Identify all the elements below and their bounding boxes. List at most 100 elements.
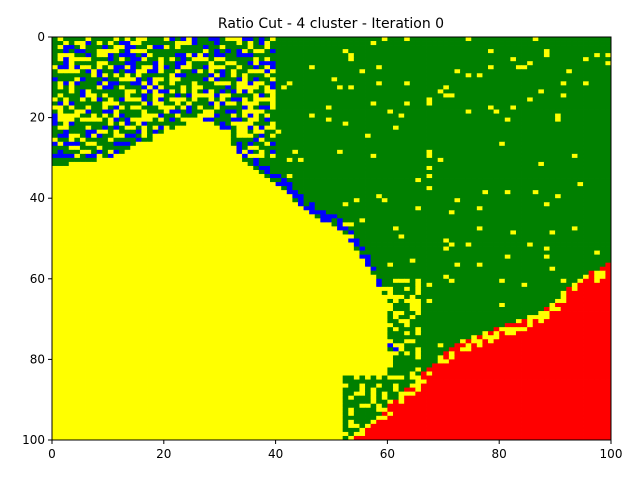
heatmap-cell [113,218,120,223]
heatmap-cell [208,101,215,106]
heatmap-cell [566,214,573,219]
heatmap-cell [247,161,254,167]
heatmap-cell [599,182,606,187]
heatmap-cell [275,125,282,131]
heatmap-cell [113,129,120,135]
heatmap-cell [253,97,260,102]
heatmap-cell [286,161,293,167]
heatmap-cell [113,97,120,102]
heatmap-cell [571,202,578,207]
heatmap-cell [504,137,511,143]
heatmap-cell [376,117,383,123]
heatmap-cell [141,182,148,187]
heatmap-cell [605,97,612,102]
heatmap-cell [320,157,327,163]
heatmap-cell [309,89,316,94]
heatmap-cell [476,129,483,135]
heatmap-cell [432,117,439,123]
heatmap-cell [555,222,562,227]
heatmap-cell [147,174,154,179]
heatmap-cell [443,89,450,94]
heatmap-cell [219,57,226,62]
heatmap-cell [599,226,606,231]
heatmap-cell [141,89,148,94]
heatmap-cell [258,190,265,195]
heatmap-cell [303,61,310,66]
heatmap-cell [281,49,288,54]
heatmap-cell [91,77,98,82]
heatmap-cell [348,149,355,155]
heatmap-cell [398,230,405,235]
heatmap-cell [147,141,154,147]
heatmap-cell [174,81,181,86]
heatmap-cell [119,117,126,123]
heatmap-cell [370,69,377,74]
heatmap-cell [409,169,416,175]
heatmap-cell [275,49,282,54]
heatmap-cell [147,89,154,94]
heatmap-cell [281,109,288,114]
heatmap-cell [197,121,204,127]
heatmap-cell [527,37,534,42]
heatmap-cell [107,89,114,94]
heatmap-cell [74,190,81,195]
heatmap-cell [471,178,478,183]
heatmap-cell [331,202,338,207]
heatmap-cell [599,218,606,223]
heatmap-cell [359,57,366,62]
heatmap-cell [404,174,411,179]
heatmap-cell [225,234,232,239]
heatmap-cell [180,141,187,147]
heatmap-cell [52,53,58,58]
heatmap-cell [214,121,221,127]
heatmap-cell [286,73,293,78]
heatmap-cell [135,149,142,155]
heatmap-cell [426,178,433,183]
heatmap-cell [488,153,495,159]
heatmap-cell [437,190,444,195]
heatmap-cell [297,169,304,175]
heatmap-cell [460,153,467,159]
heatmap-cell [560,202,567,207]
heatmap-cell [555,157,562,163]
heatmap-cell [510,97,517,102]
heatmap-cell [577,41,584,46]
heatmap-cell [337,157,344,163]
heatmap-cell [91,210,98,215]
heatmap-cell [63,165,70,171]
heatmap-cell [387,129,394,135]
heatmap-cell [247,61,254,66]
heatmap-cell [303,73,310,78]
heatmap-cell [493,85,500,90]
heatmap-cell [85,198,92,203]
heatmap-cell [409,77,416,82]
heatmap-cell [152,81,159,86]
heatmap-cell [270,218,276,223]
heatmap-cell [599,222,606,227]
heatmap-cell [107,101,114,106]
heatmap-cell [549,101,556,106]
heatmap-cell [588,186,595,191]
heatmap-cell [57,198,64,203]
heatmap-cell [555,230,562,235]
heatmap-cell [370,61,377,66]
heatmap-cell [538,145,545,151]
heatmap-cell [549,73,556,78]
heatmap-cell [158,93,165,98]
heatmap-cell [96,49,103,54]
heatmap-cell [342,129,349,135]
heatmap-cell [482,53,489,58]
heatmap-cell [107,182,114,187]
heatmap-cell [342,69,349,74]
heatmap-cell [292,174,299,179]
heatmap-cell [555,133,562,139]
heatmap-cell [583,149,590,155]
heatmap-cell [130,61,137,66]
heatmap-cell [448,113,455,118]
heatmap-cell [214,206,221,211]
heatmap-cell [68,149,75,155]
heatmap-cell [225,165,232,171]
heatmap-cell [286,202,293,207]
heatmap-cell [197,81,204,86]
heatmap-cell [107,133,114,139]
